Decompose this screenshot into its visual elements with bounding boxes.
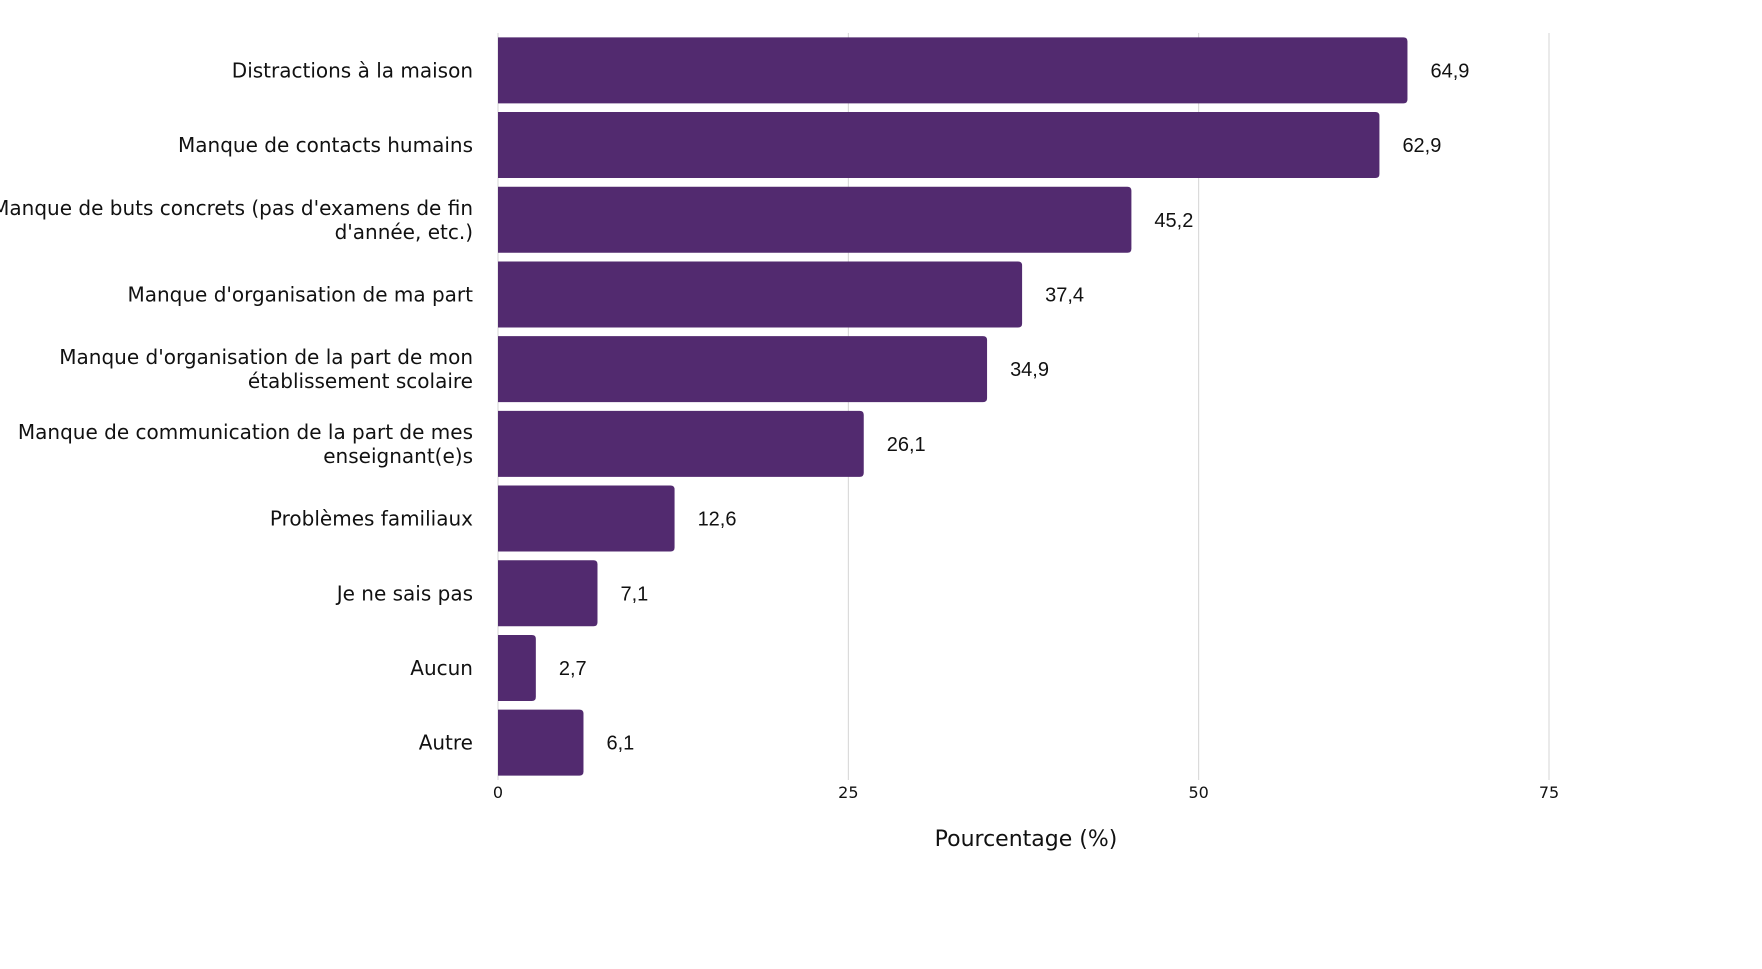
category-label: Distractions à la maison xyxy=(232,58,473,82)
x-tick-label: 75 xyxy=(1539,783,1559,802)
x-axis-label: Pourcentage (%) xyxy=(935,827,1118,852)
bar xyxy=(498,336,988,403)
bar-value-label: 64,9 xyxy=(1430,60,1469,82)
bar xyxy=(498,37,1408,104)
category-label: Autre xyxy=(419,731,473,755)
bar-value-label: 7,1 xyxy=(620,583,648,605)
category-label: Manque d'organisation de la part de mon xyxy=(59,345,473,369)
x-tick-label: 25 xyxy=(838,783,858,802)
bar-value-label: 6,1 xyxy=(606,733,634,755)
bar-value-label: 26,1 xyxy=(887,434,926,456)
bar xyxy=(498,410,864,477)
category-label: Aucun xyxy=(410,656,473,680)
bar xyxy=(498,560,598,627)
x-tick-label: 0 xyxy=(493,783,503,802)
category-label: Manque de buts concrets (pas d'examens d… xyxy=(0,196,473,220)
bar xyxy=(498,485,675,552)
category-label: Problèmes familiaux xyxy=(270,507,473,531)
category-label: Manque d'organisation de ma part xyxy=(127,282,473,306)
bar xyxy=(498,261,1023,328)
category-label: Je ne sais pas xyxy=(335,581,473,605)
bar-value-label: 62,9 xyxy=(1402,135,1441,157)
category-label: Manque de communication de la part de me… xyxy=(18,420,473,444)
x-tick-label: 50 xyxy=(1188,783,1208,802)
bar xyxy=(498,112,1380,179)
bar-value-label: 37,4 xyxy=(1045,284,1084,306)
category-label: enseignant(e)s xyxy=(323,444,473,468)
bar-value-label: 45,2 xyxy=(1154,210,1193,232)
bar xyxy=(498,709,584,776)
bar-value-label: 34,9 xyxy=(1010,359,1049,381)
category-label: Manque de contacts humains xyxy=(178,133,473,157)
bar-value-label: 2,7 xyxy=(559,658,587,680)
category-label: établissement scolaire xyxy=(248,369,473,393)
bar xyxy=(498,634,536,701)
category-label: d'année, etc.) xyxy=(335,220,473,244)
bar xyxy=(498,186,1132,253)
bar-value-label: 12,6 xyxy=(698,509,737,531)
